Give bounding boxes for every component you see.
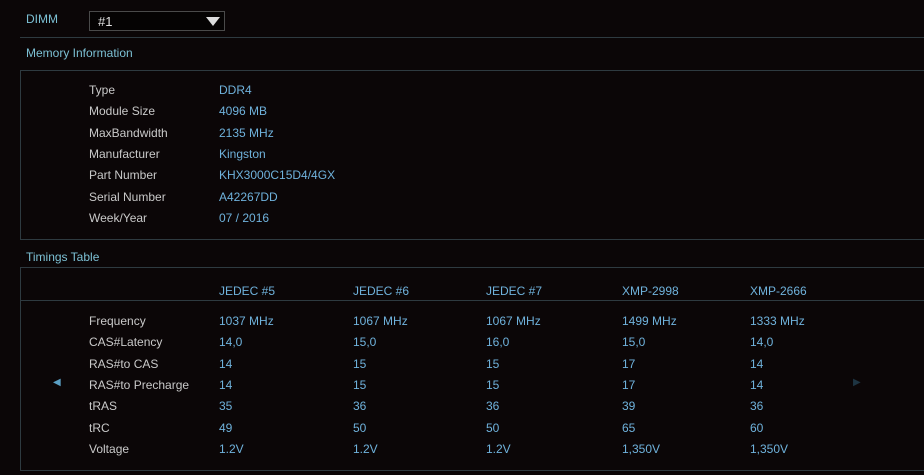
timing-cell: 36	[486, 399, 500, 414]
chevron-down-icon	[206, 17, 220, 26]
timing-cell: 14	[750, 356, 764, 371]
timing-cell: 14,0	[219, 335, 243, 350]
timing-cell: 1037 MHz	[219, 314, 274, 328]
timing-cell: 1.2V	[353, 441, 378, 456]
timing-cell: 15,0	[353, 335, 377, 350]
memory-field-value: 2135 MHz	[219, 125, 274, 140]
timing-cell: 15	[353, 356, 367, 371]
timings-column-header: JEDEC #7	[486, 284, 543, 298]
timings-panel	[20, 267, 924, 471]
timing-cell: 1067 MHz	[353, 314, 408, 328]
timing-cell: 14	[219, 377, 233, 392]
timing-cell: 14	[750, 377, 764, 392]
timing-cell: 1499 MHz	[622, 314, 677, 328]
timing-cell: 39	[622, 399, 636, 414]
memory-field-label: Serial Number	[89, 189, 166, 204]
timings-column-header: JEDEC #5	[219, 284, 276, 298]
timing-cell: 60	[750, 420, 764, 435]
timing-cell: 36	[353, 399, 367, 414]
timing-row-label: tRC	[89, 420, 110, 435]
memory-info-panel	[20, 70, 924, 240]
memory-field-value: Kingston	[219, 146, 266, 161]
timing-cell: 1333 MHz	[750, 314, 805, 328]
timing-cell: 14,0	[750, 335, 774, 350]
timing-cell: 1,350V	[622, 441, 661, 456]
triangle-left-icon[interactable]: ◀	[53, 377, 61, 388]
memory-field-label: Module Size	[89, 104, 156, 119]
timing-row-label: Voltage	[89, 441, 130, 456]
timing-row-label: CAS#Latency	[89, 335, 163, 350]
timing-cell: 16,0	[486, 335, 510, 350]
timings-header-divider	[20, 300, 924, 301]
timing-cell: 1,350V	[750, 441, 789, 456]
timing-cell: 17	[622, 377, 636, 392]
timing-row-label: RAS#to Precharge	[89, 377, 190, 392]
memory-info-title: Memory Information	[26, 46, 133, 60]
memory-field-label: Manufacturer	[89, 146, 160, 161]
timings-title: Timings Table	[26, 250, 100, 264]
memory-field-value: DDR4	[219, 83, 252, 97]
timings-column-header: XMP-2998	[622, 284, 679, 298]
memory-field-value: KHX3000C15D4/4GX	[219, 168, 336, 183]
timing-cell: 15	[486, 356, 500, 371]
timing-row-label: RAS#to CAS	[89, 356, 159, 371]
timing-cell: 36	[750, 399, 764, 414]
divider	[20, 37, 924, 38]
memory-field-label: Part Number	[89, 168, 158, 183]
memory-field-label: MaxBandwidth	[89, 125, 168, 140]
dimm-dropdown[interactable]: #1	[89, 11, 225, 31]
timing-cell: 1.2V	[219, 441, 244, 456]
dimm-label: DIMM	[26, 12, 58, 26]
triangle-right-icon[interactable]: ▶	[853, 377, 861, 388]
timing-row-label: Frequency	[89, 314, 146, 328]
timing-cell: 15,0	[622, 335, 646, 350]
timing-cell: 50	[486, 420, 500, 435]
memory-field-value: A42267DD	[219, 189, 278, 204]
dimm-selected-value: #1	[98, 14, 113, 29]
timing-cell: 14	[219, 356, 233, 371]
memory-field-label: Type	[89, 83, 116, 97]
timing-cell: 1.2V	[486, 441, 511, 456]
timings-column-header: XMP-2666	[750, 284, 807, 298]
timings-column-header: JEDEC #6	[353, 284, 410, 298]
timing-cell: 35	[219, 399, 233, 414]
timing-cell: 15	[486, 377, 500, 392]
timing-cell: 17	[622, 356, 636, 371]
timing-cell: 49	[219, 420, 233, 435]
timing-row-label: tRAS	[89, 399, 118, 414]
memory-field-label: Week/Year	[89, 210, 148, 225]
memory-field-value: 4096 MB	[219, 104, 268, 119]
memory-field-value: 07 / 2016	[219, 210, 270, 225]
timing-cell: 15	[353, 377, 367, 392]
timing-cell: 50	[353, 420, 367, 435]
timing-cell: 65	[622, 420, 636, 435]
timing-cell: 1067 MHz	[486, 314, 541, 328]
